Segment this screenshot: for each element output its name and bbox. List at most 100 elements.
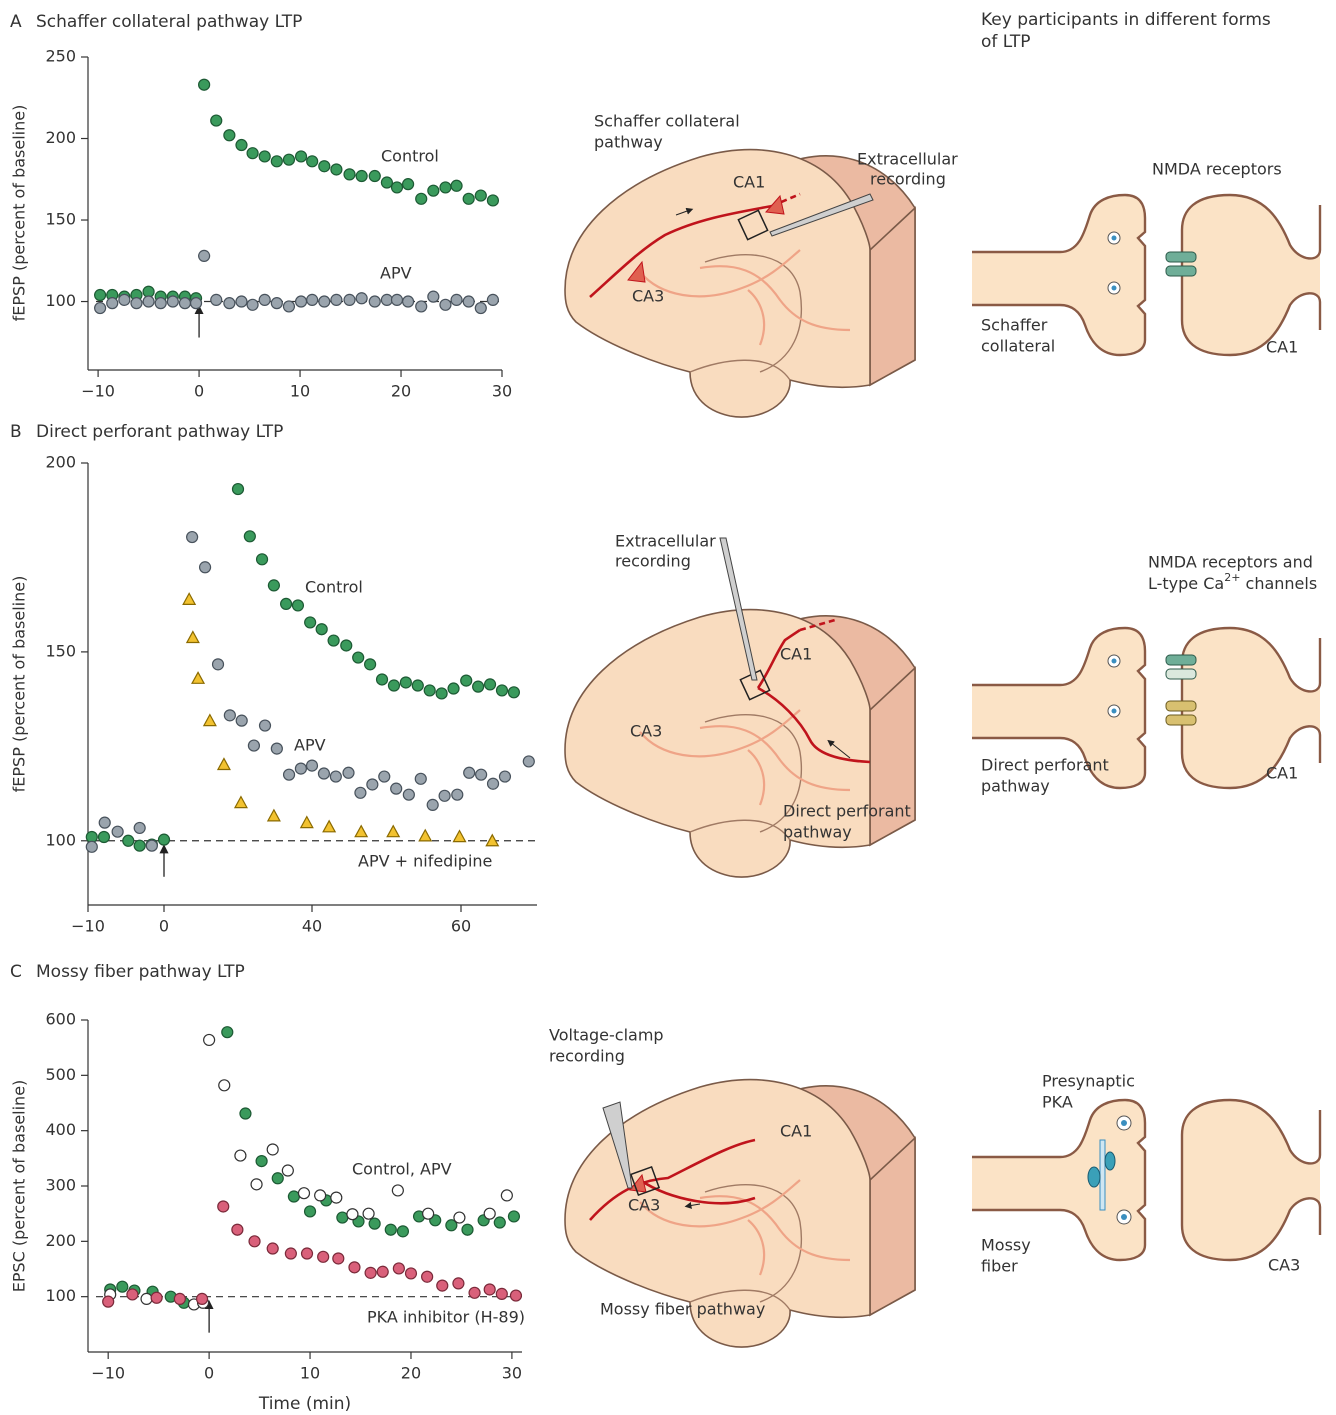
data-point (474, 189, 487, 202)
y-tick-label: 200 (45, 128, 76, 147)
data-point (239, 1107, 252, 1120)
data-point (97, 830, 111, 844)
pathway-label: Schaffer collateral (594, 112, 740, 131)
region-label: CA1 (733, 173, 765, 192)
data-point (375, 673, 389, 686)
data-point (178, 297, 192, 310)
region-label: CA3 (630, 722, 662, 741)
data-point (507, 1210, 521, 1223)
data-point (258, 293, 271, 307)
data-point (368, 169, 381, 183)
y-tick-label: 500 (45, 1065, 76, 1084)
panel-letter: A (10, 12, 22, 32)
data-point (355, 292, 368, 305)
electrode-label: recording (549, 1047, 625, 1066)
data-point (247, 739, 261, 752)
data-point (390, 181, 404, 194)
data-point (166, 295, 179, 308)
data-point (198, 561, 212, 574)
data-point (438, 789, 451, 802)
data-point (267, 579, 280, 592)
x-tick-label: −10 (71, 917, 105, 936)
series-label: PKA inhibitor (H-89) (367, 1308, 525, 1327)
x-tick-label: 30 (502, 1364, 522, 1383)
data-point (483, 1207, 496, 1220)
data-point (329, 770, 342, 783)
data-point (486, 194, 500, 207)
data-point (439, 298, 452, 311)
data-point (142, 295, 155, 308)
data-point (221, 1026, 234, 1039)
data-point (85, 840, 98, 853)
y-tick-label: 150 (45, 641, 76, 660)
data-point (318, 160, 331, 173)
data-point (223, 129, 236, 142)
y-axis-title: fEPSP (percent of baseline) (10, 105, 29, 322)
receptor-label: L-type Ca2+ channels (1148, 571, 1317, 593)
data-point (243, 530, 256, 543)
data-point (270, 742, 283, 755)
region-label: CA3 (632, 287, 664, 306)
pathway-label: Direct perforant (783, 802, 911, 821)
data-point (182, 592, 197, 605)
series (85, 482, 520, 852)
data-point (118, 293, 131, 307)
data-point (126, 1288, 139, 1301)
x-tick-label: 20 (391, 382, 411, 401)
data-point (150, 1291, 163, 1304)
series-label: APV + nifedipine (358, 852, 492, 871)
data-point (461, 1223, 474, 1236)
data-point (306, 155, 319, 168)
brain-diagram (563, 1078, 917, 1349)
y-tick-label: 300 (45, 1176, 76, 1195)
data-point (235, 714, 248, 727)
data-point (223, 709, 236, 722)
data-point (423, 684, 436, 697)
data-point (421, 1270, 434, 1283)
data-point (401, 295, 415, 308)
data-point (452, 1277, 465, 1290)
data-point (414, 772, 427, 785)
x-tick-label: 0 (194, 382, 204, 401)
data-point (378, 770, 391, 783)
data-point (435, 687, 448, 700)
x-tick-label: 40 (302, 917, 322, 936)
x-tick-label: 30 (492, 382, 512, 401)
data-point (498, 770, 512, 783)
data-point (287, 1190, 300, 1203)
data-point (460, 674, 473, 687)
electrode-label: Extracellular (857, 150, 958, 169)
data-point (317, 1250, 330, 1263)
data-point (386, 824, 401, 838)
data-point (223, 297, 236, 310)
data-point (422, 1207, 435, 1220)
data-point (133, 839, 146, 852)
series (182, 592, 500, 847)
data-point (426, 798, 439, 811)
x-tick-label: 60 (451, 917, 471, 936)
data-point (255, 553, 269, 566)
y-tick-label: 100 (45, 1286, 76, 1305)
data-point (475, 768, 488, 781)
data-point (336, 1211, 349, 1224)
data-point (390, 782, 403, 795)
data-point (380, 176, 393, 189)
data-point (401, 178, 415, 191)
data-point (486, 777, 500, 790)
brain-diagram (563, 148, 917, 419)
data-point (364, 658, 377, 671)
data-point (493, 1216, 506, 1229)
data-point (258, 719, 272, 732)
panel-title: Mossy fiber pathway LTP (36, 962, 245, 982)
data-point (468, 1286, 481, 1299)
postsynaptic-label: CA1 (1266, 764, 1298, 783)
data-point (327, 634, 340, 647)
data-point (451, 788, 464, 801)
data-point (330, 163, 343, 176)
x-tick-label: 20 (401, 1364, 421, 1383)
data-point (463, 766, 476, 779)
data-point (483, 1283, 496, 1296)
data-point (198, 249, 211, 262)
data-point (462, 192, 475, 205)
